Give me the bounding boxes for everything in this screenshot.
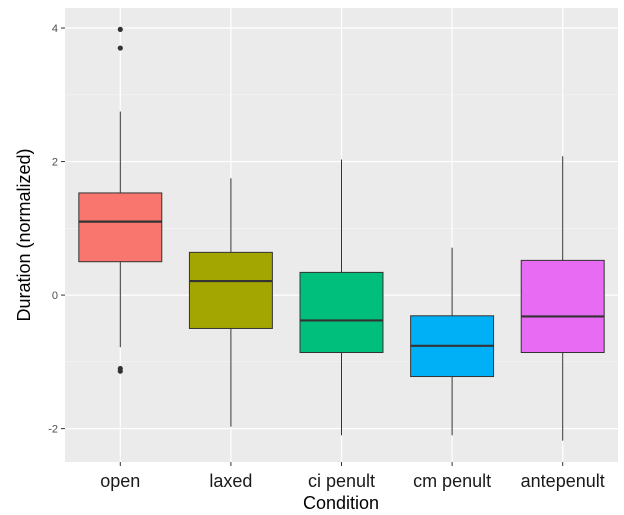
y-tick-label: 4	[52, 23, 58, 35]
y-axis-ticks: 4 2 0 -2	[48, 23, 65, 436]
box-laxed	[188, 178, 273, 427]
box-body	[188, 251, 273, 329]
y-tick-label: 0	[52, 290, 58, 302]
box-body	[78, 192, 163, 263]
box-antepenult	[520, 156, 605, 441]
box-open	[78, 26, 163, 374]
outlier-point	[117, 368, 123, 374]
y-axis-title: Duration (normalized)	[14, 148, 34, 321]
outlier-point	[117, 26, 123, 32]
x-tick-label: cm penult	[413, 471, 491, 491]
box-ci-penult	[299, 159, 384, 436]
x-axis-ticks: open laxed ci penult cm penult antepenult	[100, 462, 605, 491]
x-tick-label: laxed	[209, 471, 252, 491]
box-body	[520, 259, 605, 354]
outlier-point	[117, 45, 123, 51]
y-tick-label: -2	[48, 424, 58, 436]
boxes-layer	[78, 26, 605, 441]
x-tick-label: open	[100, 471, 140, 491]
x-tick-label: ci penult	[308, 471, 375, 491]
x-tick-label: antepenult	[521, 471, 605, 491]
x-axis-title: Condition	[303, 493, 379, 513]
box-body	[299, 271, 384, 354]
y-tick-label: 2	[52, 157, 58, 169]
box-cm-penult	[410, 247, 495, 436]
